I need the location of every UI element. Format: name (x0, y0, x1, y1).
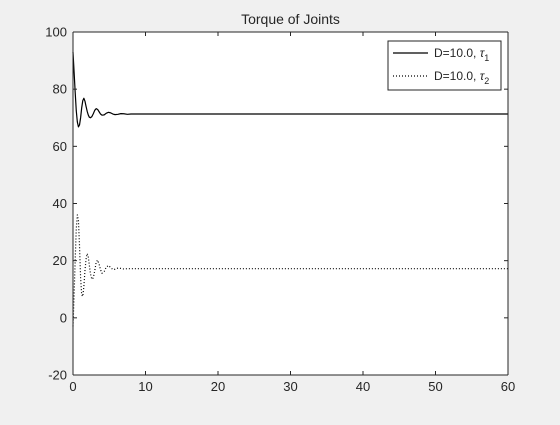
axes-box (72, 31, 509, 376)
legend-box (387, 40, 502, 91)
x-tick-label: 60 (501, 379, 515, 394)
y-tick-label: 60 (53, 139, 67, 154)
y-tick-label: -20 (48, 368, 67, 383)
legend: D=10.0, τ1 D=10.0, τ2 (387, 40, 502, 91)
legend-label-tau1: D=10.0, τ1 (434, 46, 489, 63)
legend-tau2-symbol: τ (480, 69, 486, 83)
legend-tau1-symbol: τ (480, 46, 486, 60)
y-tick-label: 0 (60, 310, 67, 325)
legend-label-tau2: D=10.0, τ2 (434, 69, 489, 86)
y-tick-label: 100 (45, 25, 67, 40)
series-layer (72, 51, 508, 327)
series-line-2 (72, 214, 508, 327)
x-tick-label: 50 (428, 379, 442, 394)
x-tick-label: 10 (138, 379, 152, 394)
chart-title: Torque of Joints (241, 11, 340, 27)
legend-tau1-subscript: 1 (484, 53, 489, 63)
x-tick-label: 0 (69, 379, 76, 394)
legend-tau2-subscript: 2 (484, 76, 489, 86)
legend-main-tau1: D=10.0, (434, 46, 480, 60)
x-tick-label: 40 (356, 379, 370, 394)
series-line-1 (72, 51, 508, 128)
legend-main-tau2: D=10.0, (434, 69, 480, 83)
y-tick-label: 40 (53, 196, 67, 211)
x-tick-label: 30 (283, 379, 297, 394)
y-tick-label: 20 (53, 253, 67, 268)
x-tick-label: 20 (211, 379, 225, 394)
y-tick-label: 80 (53, 82, 67, 97)
